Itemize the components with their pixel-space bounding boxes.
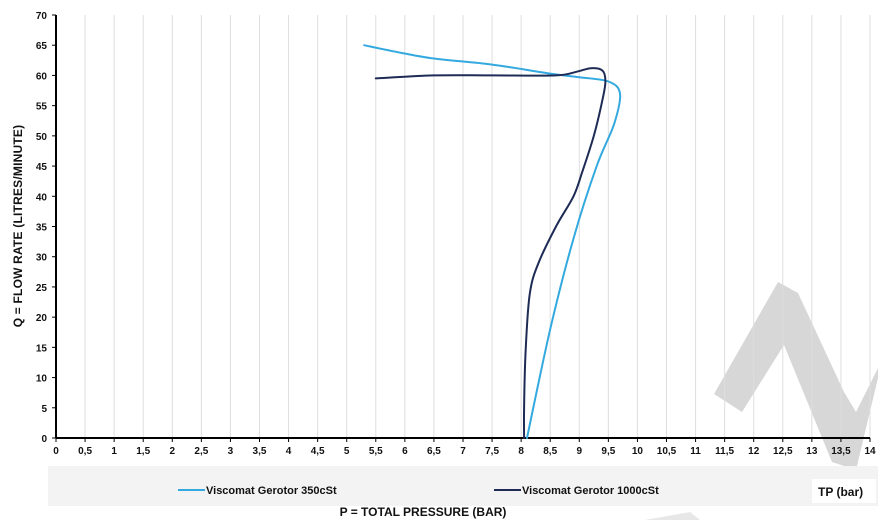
x-tick-label: 1 [111, 446, 117, 457]
x-tick-label: 1,5 [136, 446, 150, 457]
x-axis-label: P = TOTAL PRESSURE (BAR) [340, 505, 507, 519]
data-series [363, 44, 622, 439]
y-tick-label: 45 [36, 162, 48, 173]
y-axis-label: Q = FLOW RATE (LITRES/MINUTE) [11, 125, 25, 328]
x-tick-label: 5 [344, 446, 350, 457]
legend-background [48, 466, 878, 506]
legend-label-350cst: Viscomat Gerotor 350cSt [206, 485, 337, 497]
y-tick-label: 70 [36, 11, 48, 22]
x-tick-label: 2,5 [194, 446, 208, 457]
series-line-1000cst [374, 67, 607, 439]
x-tick-label: 11,5 [715, 446, 734, 457]
x-tick-label: 0,5 [78, 446, 92, 457]
x-tick-label: 13,5 [831, 446, 851, 457]
y-tick-label: 65 [36, 41, 48, 52]
legend: Viscomat Gerotor 350cSt Viscomat Gerotor… [178, 485, 659, 497]
watermark-logo [645, 282, 878, 520]
x-tick-label: 14 [864, 446, 876, 457]
unit-label: TP (bar) [818, 485, 863, 499]
x-axis-ticks: 0 0,5 1 1,5 2 2,5 3 3,5 4 4,5 5 5,5 6 6,5 7 7,5 8 8,5 9 9,5… [53, 438, 876, 457]
y-axis-ticks: 0 5 10 15 20 25 30 35 40 45 50 55 60 65 70 [36, 11, 56, 445]
x-tick-label: 9 [577, 446, 583, 457]
x-tick-label: 9,5 [601, 446, 615, 457]
y-tick-label: 60 [36, 71, 48, 82]
x-tick-label: 12 [748, 446, 760, 457]
x-tick-label: 4,5 [311, 446, 325, 457]
y-tick-label: 20 [36, 313, 48, 324]
x-tick-label: 3,5 [253, 446, 267, 457]
y-tick-label: 40 [36, 192, 48, 203]
y-tick-label: 25 [36, 283, 48, 294]
legend-label-1000cst: Viscomat Gerotor 1000cSt [522, 485, 659, 497]
y-tick-label: 30 [36, 253, 48, 264]
y-tick-label: 0 [41, 434, 47, 445]
x-tick-label: 4 [286, 446, 292, 457]
x-tick-label: 8 [518, 446, 524, 457]
x-tick-label: 8,5 [543, 446, 557, 457]
y-tick-label: 55 [36, 102, 48, 113]
x-tick-label: 5,5 [369, 446, 383, 457]
y-tick-label: 10 [36, 374, 48, 385]
x-tick-label: 13 [806, 446, 818, 457]
series-line-350cst [363, 44, 622, 439]
x-tick-label: 2 [170, 446, 176, 457]
x-tick-label: 10,5 [657, 446, 677, 457]
x-tick-label: 11 [690, 446, 701, 457]
x-tick-label: 6 [402, 446, 408, 457]
x-tick-label: 7 [460, 446, 466, 457]
y-tick-label: 50 [36, 132, 48, 143]
y-tick-label: 5 [41, 404, 47, 415]
x-tick-label: 10 [632, 446, 644, 457]
x-tick-label: 12,5 [773, 446, 793, 457]
unit-label-box [812, 479, 876, 503]
y-tick-label: 35 [36, 223, 48, 234]
x-tick-label: 0 [53, 446, 59, 457]
x-tick-label: 6,5 [427, 446, 441, 457]
vertical-gridlines [84, 15, 871, 438]
y-tick-label: 15 [36, 343, 48, 354]
x-tick-label: 3 [228, 446, 234, 457]
x-tick-label: 7,5 [485, 446, 499, 457]
